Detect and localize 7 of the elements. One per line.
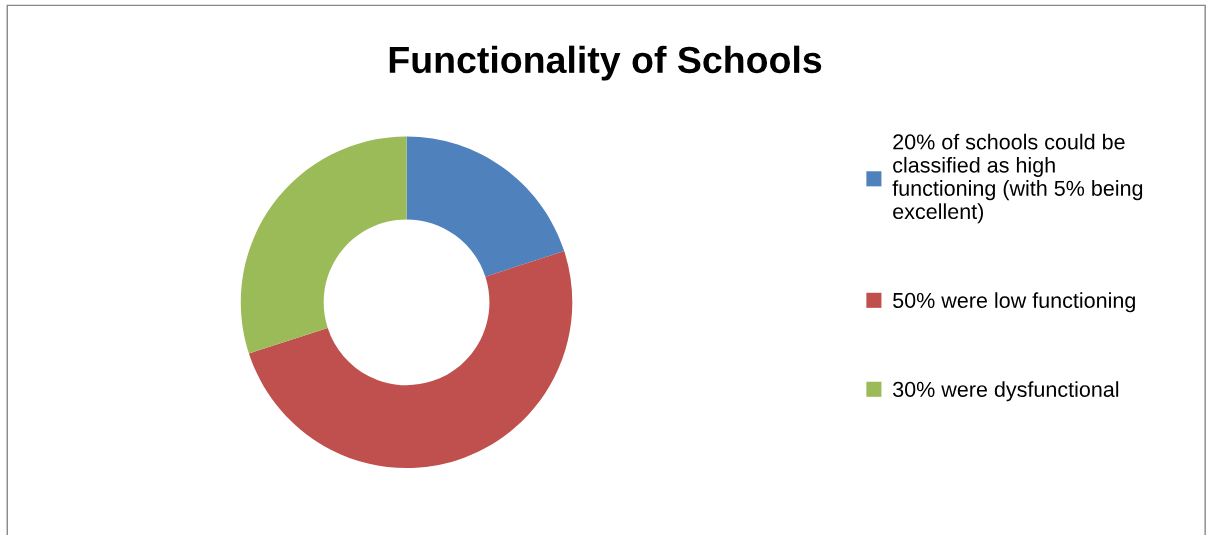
- donut-slice: [406, 136, 565, 277]
- legend-label: 30% were dysfunctional: [893, 381, 1119, 402]
- donut-slice: [248, 251, 573, 469]
- legend-label: 20% of schools could be classified as high functioning (with 5% being excellent): [892, 133, 1143, 224]
- legend-label: 50% were low functioning: [893, 292, 1135, 313]
- chart-title: Functionality of Schools: [389, 45, 822, 81]
- donut-slice: [240, 136, 407, 354]
